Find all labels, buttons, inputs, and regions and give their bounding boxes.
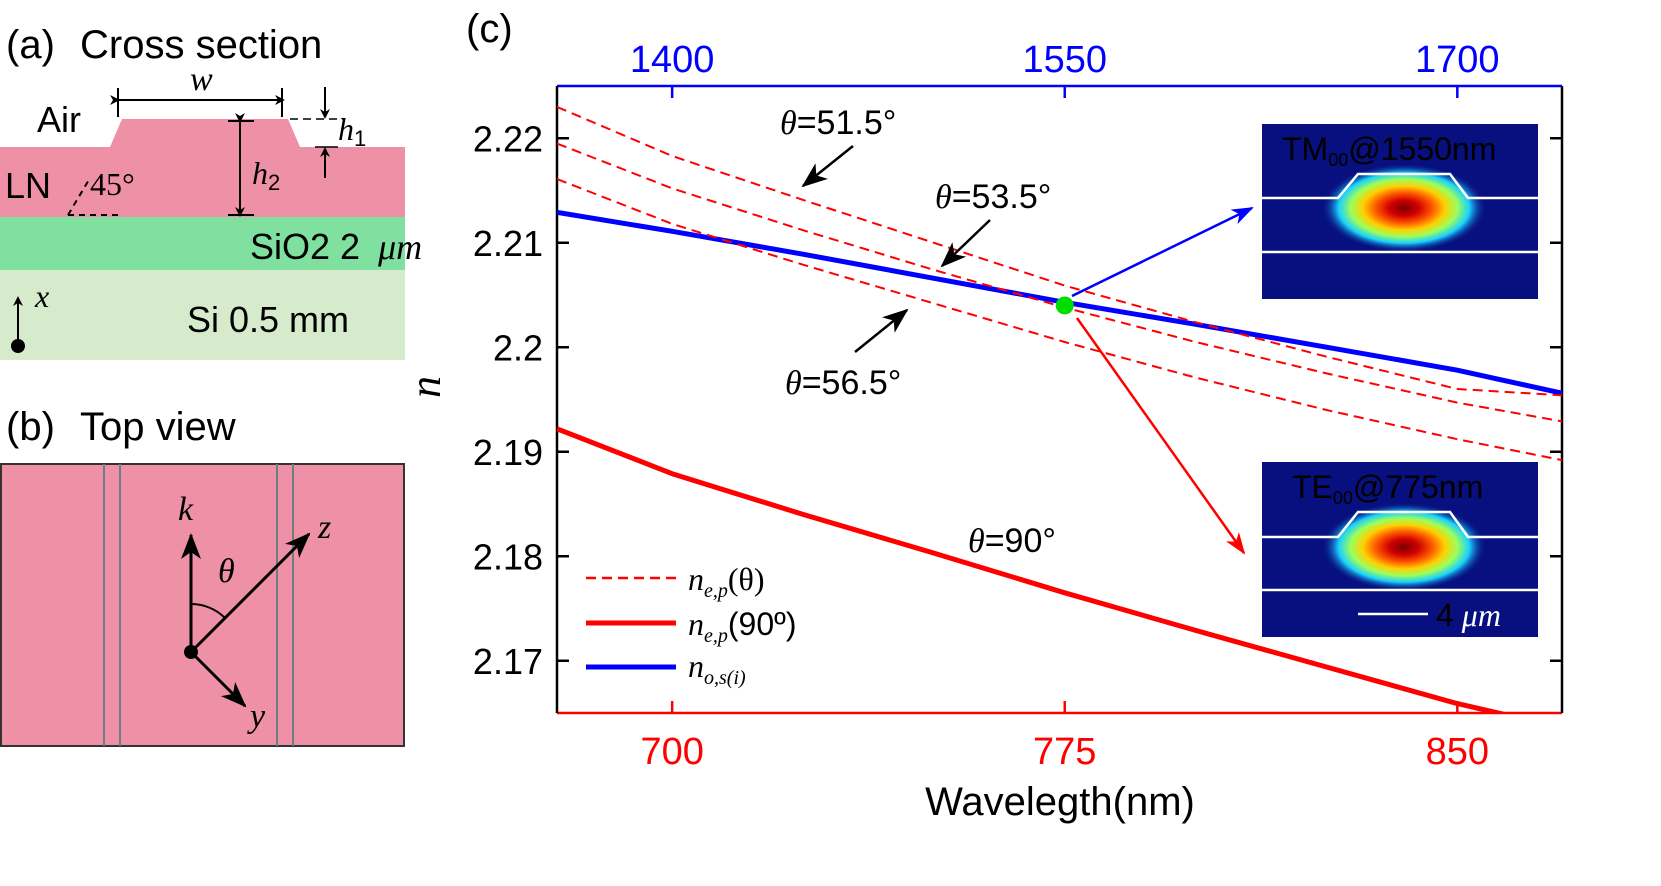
inset-te-field: [1322, 503, 1486, 591]
inset-tm-title: TM00@1550nm: [1282, 131, 1496, 170]
axis-ticks: 2.17 2.18 2.19 2.2 2.21 2.22 700 775 850 1400 1550…: [473, 39, 1562, 773]
series-line-2: [557, 105, 1562, 397]
y-tick-label: 2.21: [473, 223, 543, 264]
h1-label: h1: [338, 111, 366, 151]
ln-label: LN: [5, 165, 51, 206]
si-substrate: [0, 270, 405, 360]
panel-c: (c) 2.17 2.18 2.19 2.2 2.21 2.22 700 775 850 1400…: [401, 7, 1564, 824]
annotation-theta-51-5: θ=51.5°: [780, 104, 896, 142]
sio2-layer: [0, 217, 405, 270]
x-top-tick-label: 1700: [1415, 39, 1500, 81]
x-bottom-tick-label: 850: [1426, 731, 1489, 773]
inset-scale-label: 4 μm: [1436, 597, 1501, 633]
x-top-tick-label: 1550: [1022, 39, 1107, 81]
inset-tm-ridge-outline: [1262, 172, 1538, 200]
annotation-arrow-53-5: [940, 219, 991, 268]
annotation-theta-56-5: θ=56.5°: [785, 364, 901, 402]
series-line-4: [557, 178, 1562, 462]
panel-a-title: Cross section: [80, 23, 322, 67]
legend: ne,p(θ) ne,p(90º) no,s(i): [586, 561, 796, 689]
series-line-1: [557, 426, 1510, 713]
annotation-arrow-51-5: [801, 145, 854, 188]
ln-ridge-layer: [0, 119, 405, 217]
x-axis-label: Wavelegth(nm): [925, 780, 1195, 824]
legend-item-no: no,s(i): [688, 648, 746, 689]
inset-te-ridge-outline: [1262, 510, 1538, 539]
sidewall-guide: [67, 177, 91, 216]
legend-item-ne-theta: ne,p(θ): [688, 561, 765, 602]
y-axis-arrow: [189, 650, 247, 708]
inset-te-mode: TE00@775nm 4 μm: [1262, 462, 1538, 637]
inset-te-title: TE00@775nm: [1292, 469, 1483, 508]
x-bottom-tick-label: 700: [640, 731, 703, 773]
angle-45-label: 45°: [90, 166, 135, 202]
h2-label: h2: [252, 155, 280, 195]
panel-b-title: Top view: [80, 405, 236, 449]
si-label: Si 0.5 mm: [187, 299, 349, 340]
y-tick-label: 2.22: [473, 118, 543, 159]
inset-tm-field: [1322, 164, 1486, 252]
inset-tm-mode: TM00@1550nm: [1262, 124, 1538, 299]
theta-label: θ: [218, 553, 235, 590]
origin-dot: [11, 339, 25, 353]
pointer-arrow-te: [1075, 317, 1246, 555]
annotation-theta-53-5: θ=53.5°: [935, 178, 1051, 216]
y-tick-label: 2.17: [473, 641, 543, 682]
z-label: z: [317, 509, 331, 546]
annotation-theta-90: θ=90°: [968, 522, 1056, 560]
y-tick-label: 2.18: [473, 536, 543, 577]
top-view-origin: [184, 645, 198, 659]
x-axis-label: x: [34, 278, 49, 314]
panel-b-tag: (b): [6, 405, 55, 449]
x-bottom-tick-label: 775: [1033, 731, 1096, 773]
y-tick-label: 2.2: [493, 327, 543, 368]
legend-item-ne-90: ne,p(90º): [688, 606, 796, 647]
theta-arc: [190, 602, 226, 619]
k-label: k: [178, 491, 194, 528]
annotation-arrow-56-5: [854, 308, 909, 353]
panel-b: (b) Top view k z y θ: [0, 405, 405, 747]
y-tick-label: 2.19: [473, 432, 543, 473]
y-axis-label: n: [401, 376, 450, 398]
pointer-arrow-tm: [1071, 206, 1254, 298]
x-top-tick-label: 1400: [630, 39, 715, 81]
y-label: y: [247, 698, 266, 735]
z-axis-arrow: [189, 532, 311, 654]
phase-match-point: [1055, 296, 1074, 315]
panel-a-tag: (a): [6, 23, 55, 67]
sio2-label: SiO2 2 μm: [250, 226, 422, 267]
w-label: w: [190, 61, 213, 98]
panel-c-tag: (c): [466, 7, 513, 51]
air-label: Air: [37, 99, 81, 140]
panel-a: (a) Cross section Air LN SiO2 2 μm Si 0.…: [0, 23, 422, 360]
